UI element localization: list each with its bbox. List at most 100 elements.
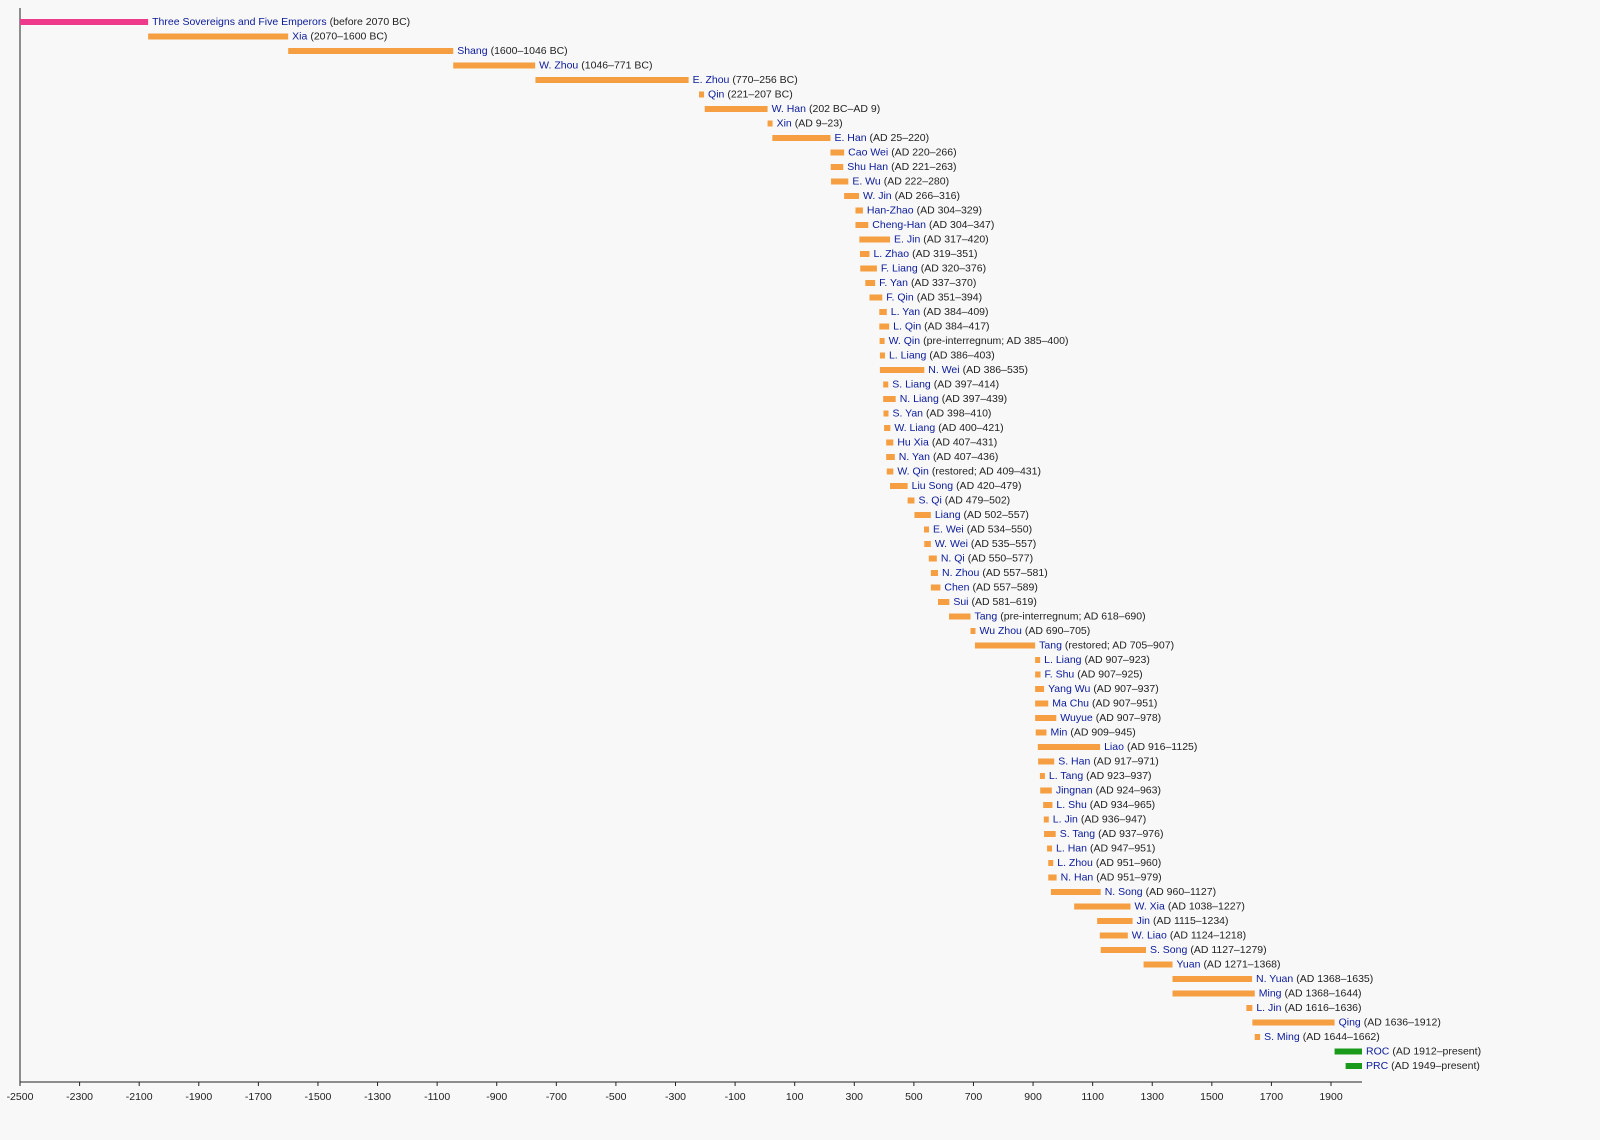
dynasty-name[interactable]: F. Yan — [879, 277, 908, 289]
dynasty-name[interactable]: Han-Zhao — [867, 204, 914, 216]
dynasty-name[interactable]: N. Han — [1061, 871, 1094, 883]
dynasty-name[interactable]: E. Han — [834, 132, 866, 144]
dynasty-name[interactable]: L. Zhao — [873, 248, 909, 260]
dynasty-name[interactable]: Qin — [708, 88, 725, 100]
dynasty-name[interactable]: L. Shu — [1056, 799, 1087, 811]
period-bar — [886, 468, 894, 475]
dynasty-name[interactable]: F. Liang — [881, 262, 918, 274]
period-label: E. Wu (AD 222–280) — [852, 175, 949, 187]
dynasty-name[interactable]: L. Yan — [891, 306, 921, 318]
dynasty-name[interactable]: F. Qin — [886, 291, 914, 303]
x-tick-label: -1700 — [245, 1091, 272, 1103]
period-label: Qing (AD 1636–1912) — [1339, 1016, 1441, 1028]
dynasty-name[interactable]: N. Yan — [899, 451, 930, 463]
dynasty-name[interactable]: L. Liang — [1044, 654, 1082, 666]
dynasty-name[interactable]: E. Zhou — [693, 74, 730, 86]
dynasty-dates: (202 BC–AD 9) — [809, 103, 880, 115]
dynasty-name[interactable]: N. Song — [1105, 886, 1143, 898]
dynasty-name[interactable]: Chen — [944, 581, 969, 593]
dynasty-name[interactable]: Jingnan — [1056, 784, 1093, 796]
period-label: N. Liang (AD 397–439) — [900, 393, 1007, 405]
dynasty-name[interactable]: Liao — [1104, 741, 1124, 753]
period-bar — [844, 193, 860, 199]
dynasty-name[interactable]: Liu Song — [912, 480, 954, 492]
dynasty-name[interactable]: N. Yuan — [1256, 973, 1293, 985]
dynasty-name[interactable]: S. Han — [1058, 755, 1090, 767]
dynasty-name[interactable]: Cao Wei — [848, 146, 888, 158]
dynasty-dates: (AD 937–976) — [1098, 828, 1163, 840]
dynasty-name[interactable]: L. Tang — [1049, 770, 1083, 782]
dynasty-dates: (AD 907–923) — [1085, 654, 1150, 666]
dynasty-name[interactable]: Three Sovereigns and Five Emperors — [152, 16, 327, 28]
dynasty-dates: (AD 502–557) — [964, 509, 1029, 521]
dynasty-name[interactable]: Tang — [974, 610, 997, 622]
dynasty-name[interactable]: Ming — [1259, 987, 1282, 999]
dynasty-name[interactable]: Wuyue — [1060, 712, 1093, 724]
dynasty-name[interactable]: Shu Han — [847, 161, 888, 173]
period-bar — [883, 381, 889, 388]
dynasty-name[interactable]: E. Wei — [933, 523, 964, 535]
dynasty-name[interactable]: Cheng-Han — [872, 219, 926, 231]
dynasty-name[interactable]: L. Han — [1056, 842, 1087, 854]
period-label: S. Han (AD 917–971) — [1058, 755, 1158, 767]
period-label: E. Zhou (770–256 BC) — [693, 74, 798, 86]
dynasty-name[interactable]: W. Zhou — [539, 59, 578, 71]
period-bar — [879, 352, 885, 359]
period-label: Min (AD 909–945) — [1050, 726, 1135, 738]
dynasty-name[interactable]: Hu Xia — [897, 436, 929, 448]
period-bar — [879, 367, 925, 373]
dynasty-name[interactable]: Shang — [457, 45, 488, 57]
period-bar — [869, 294, 883, 301]
dynasty-name[interactable]: W. Qin — [897, 465, 929, 477]
dynasty-name[interactable]: Xia — [292, 30, 307, 42]
period-bar — [970, 628, 976, 634]
period-bar — [914, 512, 931, 518]
dynasty-name[interactable]: W. Han — [772, 103, 807, 115]
dynasty-name[interactable]: N. Qi — [941, 552, 965, 564]
dynasty-name[interactable]: L. Zhou — [1057, 857, 1093, 869]
dynasty-name[interactable]: F. Shu — [1045, 668, 1075, 680]
dynasty-name[interactable]: W. Wei — [935, 538, 968, 550]
period-label: F. Shu (AD 907–925) — [1045, 668, 1143, 680]
dynasty-name[interactable]: N. Wei — [928, 364, 959, 376]
dynasty-name[interactable]: S. Tang — [1060, 828, 1096, 840]
dynasty-name[interactable]: S. Ming — [1264, 1031, 1300, 1043]
dynasty-name[interactable]: E. Jin — [894, 233, 920, 245]
dynasty-dates: (1600–1046 BC) — [491, 45, 568, 57]
dynasty-name[interactable]: Tang — [1039, 639, 1062, 651]
dynasty-name[interactable]: W. Xia — [1134, 900, 1165, 912]
period-bar — [1074, 903, 1131, 910]
dynasty-dates: (AD 351–394) — [917, 291, 982, 303]
dynasty-name[interactable]: Jin — [1137, 915, 1151, 927]
dynasty-name[interactable]: Liang — [935, 509, 961, 521]
dynasty-name[interactable]: L. Qin — [893, 320, 921, 332]
dynasty-name[interactable]: Qing — [1339, 1016, 1361, 1028]
dynasty-name[interactable]: S. Yan — [892, 407, 923, 419]
dynasty-name[interactable]: N. Liang — [900, 393, 939, 405]
dynasty-name[interactable]: ROC — [1366, 1045, 1390, 1057]
dynasty-name[interactable]: L. Jin — [1256, 1002, 1281, 1014]
dynasty-name[interactable]: PRC — [1366, 1060, 1389, 1072]
dynasty-name[interactable]: W. Liao — [1132, 929, 1167, 941]
period-label: N. Han (AD 951–979) — [1061, 871, 1162, 883]
period-bar — [859, 251, 870, 257]
dynasty-name[interactable]: Min — [1050, 726, 1067, 738]
dynasty-name[interactable]: E. Wu — [852, 175, 881, 187]
dynasty-name[interactable]: S. Qi — [918, 494, 941, 506]
dynasty-name[interactable]: W. Qin — [889, 335, 921, 347]
dynasty-name[interactable]: Yuan — [1176, 958, 1200, 970]
x-tick-label: -1300 — [364, 1091, 391, 1103]
dynasty-name[interactable]: L. Liang — [889, 349, 927, 361]
dynasty-name[interactable]: Yang Wu — [1048, 683, 1090, 695]
dynasty-name[interactable]: Ma Chu — [1052, 697, 1089, 709]
dynasty-name[interactable]: S. Liang — [892, 378, 931, 390]
dynasty-name[interactable]: Xin — [777, 117, 792, 129]
dynasty-name[interactable]: N. Zhou — [942, 567, 980, 579]
dynasty-name[interactable]: Sui — [953, 596, 968, 608]
dynasty-name[interactable]: S. Song — [1150, 944, 1188, 956]
dynasty-name[interactable]: L. Jin — [1053, 813, 1078, 825]
dynasty-name[interactable]: W. Liang — [894, 422, 935, 434]
dynasty-name[interactable]: W. Jin — [863, 190, 892, 202]
dynasty-name[interactable]: Wu Zhou — [979, 625, 1022, 637]
x-tick-label: -700 — [546, 1091, 567, 1103]
